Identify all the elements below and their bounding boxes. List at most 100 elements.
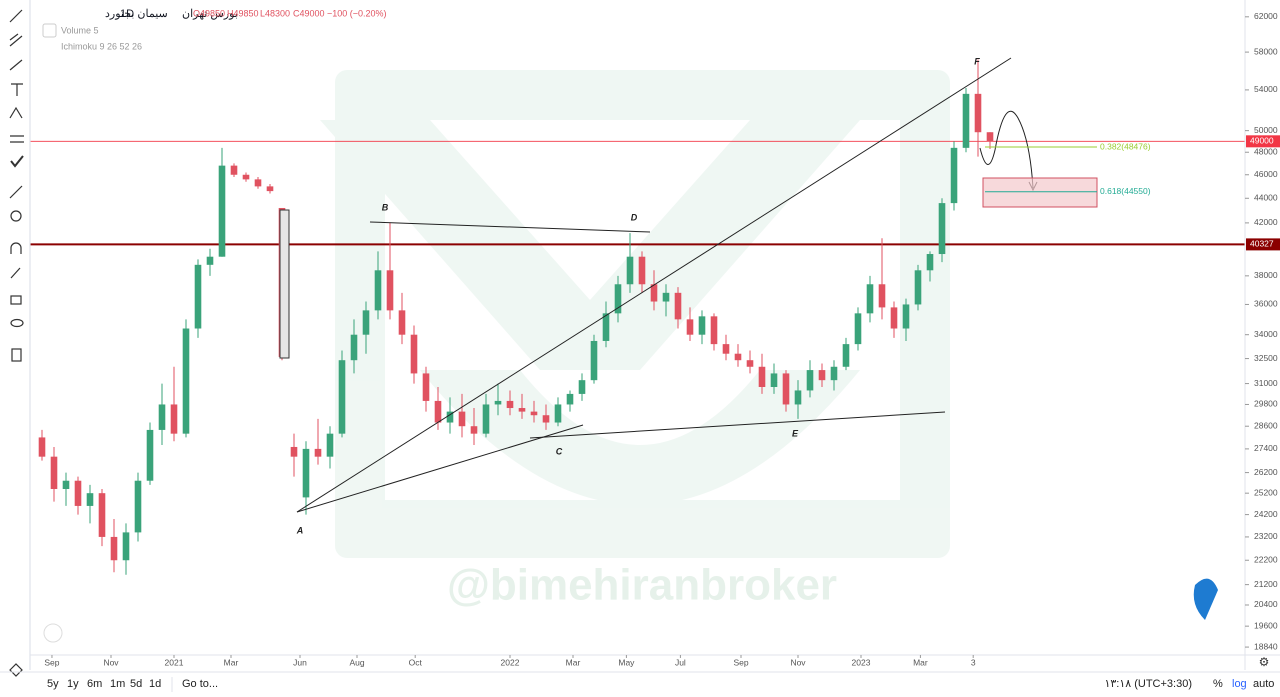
- candle-body: [506, 400, 514, 409]
- bottom-toolbar: 5y 1y 6m 1m 5d 1d Go to... ۱۳:۱۸ (UTC+3:30)% log…: [47, 677, 1274, 692]
- price-label: 40327: [1250, 239, 1274, 249]
- candle-body: [710, 316, 718, 345]
- range-button[interactable]: 1d: [149, 678, 161, 690]
- candle-body: [722, 344, 730, 354]
- left-toolbar[interactable]: [9, 0, 31, 677]
- candle-body: [314, 448, 322, 457]
- y-tick-label: 22200: [1254, 554, 1278, 564]
- candle-body: [854, 313, 862, 345]
- candle-body: [410, 334, 418, 374]
- candle-body: [254, 179, 262, 187]
- candle-body: [146, 429, 154, 481]
- point-label: E: [792, 428, 799, 438]
- candle-body: [62, 480, 70, 489]
- candle-body: [266, 186, 274, 192]
- candle-body: [338, 360, 346, 434]
- candle-body: [566, 393, 574, 405]
- candle-body: [302, 448, 310, 498]
- candle-body: [590, 340, 598, 381]
- range-button[interactable]: 5d: [130, 678, 142, 690]
- goto-button[interactable]: Go to...: [182, 678, 218, 690]
- candle-body: [470, 426, 478, 434]
- settings-icon[interactable]: ⚙: [1259, 655, 1270, 669]
- y-tick-label: 24200: [1254, 509, 1278, 519]
- candle-body: [458, 411, 466, 427]
- candle-body: [110, 536, 118, 561]
- candle-body: [830, 366, 838, 381]
- candle-body: [890, 307, 898, 329]
- candle-body: [242, 174, 250, 180]
- x-tick-label: 2022: [501, 657, 520, 667]
- candle-body: [902, 304, 910, 329]
- candle-body: [206, 256, 214, 265]
- y-tick-label: 21200: [1254, 579, 1278, 589]
- candle-body: [518, 408, 526, 412]
- y-tick-label: 34000: [1254, 329, 1278, 339]
- candle-body: [134, 480, 142, 533]
- range-button[interactable]: 1y: [67, 678, 79, 690]
- point-label: D: [631, 212, 638, 222]
- x-tick-label: Sep: [733, 657, 748, 667]
- y-tick-label: 38000: [1254, 270, 1278, 280]
- y-tick-label: 36000: [1254, 299, 1278, 309]
- percent-button[interactable]: %: [1213, 678, 1223, 690]
- indicator: Volume 5: [61, 25, 99, 35]
- y-tick-label: 32500: [1254, 353, 1278, 363]
- logo-button[interactable]: [43, 623, 63, 643]
- x-tick-label: 2023: [852, 657, 871, 667]
- x-tick-label: Mar: [224, 657, 239, 667]
- x-tick-label: Mar: [913, 657, 928, 667]
- x-tick-label: Aug: [349, 657, 364, 667]
- x-tick-label: Jul: [675, 657, 686, 667]
- candle-body: [362, 310, 370, 335]
- candle-body: [770, 373, 778, 387]
- log-button[interactable]: log: [1232, 678, 1247, 690]
- candle-body: [914, 270, 922, 305]
- candle-body: [350, 334, 358, 361]
- candle-body: [674, 292, 682, 320]
- point-label: B: [382, 202, 389, 212]
- auto-button[interactable]: auto: [1253, 678, 1274, 690]
- candle-body: [482, 404, 490, 434]
- candle-body: [866, 284, 874, 314]
- candle-body: [170, 404, 178, 434]
- candle-body: [794, 390, 802, 405]
- candle-body: [650, 284, 658, 302]
- range-button[interactable]: 1m: [110, 678, 125, 690]
- candle-body: [446, 411, 454, 423]
- y-tick-label: 23200: [1254, 531, 1278, 541]
- range-box: [279, 209, 290, 359]
- collapse-button[interactable]: [42, 23, 57, 38]
- broker-logo: [1193, 578, 1218, 620]
- symbol: سیمان بجنورد: [105, 8, 168, 20]
- candle-body: [542, 415, 550, 423]
- range-button[interactable]: 6m: [87, 678, 102, 690]
- candle-body: [50, 456, 58, 489]
- y-tick-label: 50000: [1254, 125, 1278, 135]
- x-tick-label: May: [618, 657, 635, 667]
- x-tick-label: Jun: [293, 657, 307, 667]
- candle-body: [734, 353, 742, 361]
- watermark-logo: [320, 70, 950, 558]
- candle-body: [494, 400, 502, 405]
- candle-body: [230, 165, 238, 175]
- ohlc-close: C49000: [293, 8, 325, 18]
- price-label: 49000: [1250, 136, 1274, 146]
- candle-body: [218, 165, 226, 257]
- legend: بورس تهران 1D سیمان بجنورد O49850 H49850…: [42, 8, 387, 51]
- candle-body: [974, 93, 982, 133]
- x-tick-label: 3: [971, 657, 976, 667]
- y-tick-label: 26200: [1254, 467, 1278, 477]
- point-label: F: [974, 56, 980, 66]
- candle-body: [938, 203, 946, 255]
- x-tick-label: Mar: [566, 657, 581, 667]
- y-tick-label: 62000: [1254, 11, 1278, 21]
- candle-body: [878, 284, 886, 308]
- y-tick-label: 27400: [1254, 443, 1278, 453]
- y-tick-label: 29800: [1254, 399, 1278, 409]
- range-button[interactable]: 5y: [47, 678, 59, 690]
- exchange: بورس تهران: [182, 8, 238, 20]
- ohlc-open: O49850: [193, 8, 225, 18]
- candle-body: [122, 532, 130, 561]
